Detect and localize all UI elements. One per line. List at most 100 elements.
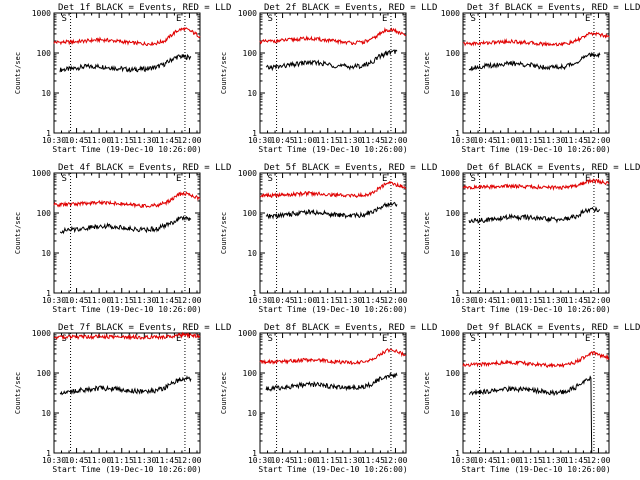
y-tick-label: 1000 <box>32 329 51 338</box>
x-tick-label: 11:45 <box>155 456 179 465</box>
x-tick-label: 10:45 <box>474 296 498 305</box>
panel-title: Det 1f BLACK = Events, RED = LLD <box>58 3 231 13</box>
x-axis-label: Start Time (19-Dec-10 10:26:00) <box>258 145 407 154</box>
plot-frame <box>53 12 201 134</box>
detector-panel: Det 7f BLACK = Events, RED = LLD 1 10 100 10… <box>14 323 231 474</box>
x-tick-label: 10:30 <box>451 136 475 145</box>
y-tick-label: 1 <box>252 129 257 138</box>
y-tick-label: 1 <box>46 449 51 458</box>
y-axis-label: Counts/sec <box>423 372 431 414</box>
x-tick-label: 12:00 <box>177 136 201 145</box>
x-tick-label: 12:00 <box>586 296 610 305</box>
x-tick-label: 11:45 <box>361 456 385 465</box>
events-series-line <box>59 375 192 396</box>
x-tick-label: 11:15 <box>519 136 543 145</box>
marker-label: S <box>268 174 273 184</box>
y-axis-label: Counts/sec <box>220 212 228 254</box>
panel-title: Det 2f BLACK = Events, RED = LLD <box>264 3 437 13</box>
lld-series-line <box>53 26 201 46</box>
y-tick-label: 100 <box>243 209 258 218</box>
events-series-line <box>468 51 601 72</box>
y-axis-label: Counts/sec <box>423 52 431 94</box>
y-tick-label: 100 <box>37 369 52 378</box>
y-axis-label: Counts/sec <box>220 372 228 414</box>
marker-label: E <box>585 174 590 184</box>
marker-label: E <box>585 334 590 344</box>
plot-frame <box>53 172 201 294</box>
x-tick-label: 11:00 <box>496 136 520 145</box>
x-tick-label: 11:30 <box>132 136 156 145</box>
y-tick-label: 1000 <box>238 329 257 338</box>
y-tick-label: 1000 <box>238 169 257 178</box>
marker-label: E <box>176 14 181 24</box>
y-tick-label: 1 <box>455 449 460 458</box>
plot-frame <box>462 332 610 454</box>
x-tick-label: 10:45 <box>271 136 295 145</box>
y-tick-label: 1 <box>252 289 257 298</box>
y-tick-label: 10 <box>450 409 460 418</box>
events-series-line <box>468 375 594 454</box>
x-tick-label: 10:45 <box>474 136 498 145</box>
x-tick-label: 11:45 <box>361 296 385 305</box>
x-tick-label: 11:00 <box>87 456 111 465</box>
x-axis-label: Start Time (19-Dec-10 10:26:00) <box>461 465 610 474</box>
marker-label: S <box>471 174 476 184</box>
x-tick-label: 11:15 <box>110 136 134 145</box>
x-tick-label: 11:30 <box>338 136 362 145</box>
y-tick-label: 100 <box>243 49 258 58</box>
x-tick-label: 12:00 <box>177 296 201 305</box>
x-axis-label: Start Time (19-Dec-10 10:26:00) <box>52 145 201 154</box>
x-tick-label: 11:45 <box>155 296 179 305</box>
x-tick-label: 11:30 <box>541 296 565 305</box>
detector-panel: Det 4f BLACK = Events, RED = LLD 1 10 100 10… <box>14 163 231 314</box>
x-tick-label: 11:30 <box>132 296 156 305</box>
x-tick-label: 10:30 <box>42 456 66 465</box>
lld-series-line <box>259 180 407 199</box>
lld-series-line <box>53 331 201 341</box>
x-tick-label: 11:00 <box>496 296 520 305</box>
x-tick-label: 11:15 <box>316 456 340 465</box>
x-tick-label: 10:45 <box>271 296 295 305</box>
x-axis-label: Start Time (19-Dec-10 10:26:00) <box>52 465 201 474</box>
y-axis-label: Counts/sec <box>14 52 22 94</box>
x-tick-label: 10:30 <box>451 456 475 465</box>
x-tick-label: 10:45 <box>474 456 498 465</box>
plot-frame <box>462 12 610 134</box>
plot-frame <box>259 12 407 134</box>
lld-series-line <box>53 191 201 209</box>
y-tick-label: 10 <box>41 89 51 98</box>
x-tick-label: 12:00 <box>383 456 407 465</box>
y-tick-label: 1000 <box>441 329 460 338</box>
detector-panel: Det 2f BLACK = Events, RED = LLD 1 10 100 10… <box>220 3 437 154</box>
y-tick-label: 1000 <box>441 169 460 178</box>
x-axis-label: Start Time (19-Dec-10 10:26:00) <box>461 145 610 154</box>
x-tick-label: 11:00 <box>293 296 317 305</box>
plot-frame <box>462 172 610 294</box>
y-tick-label: 10 <box>247 249 257 258</box>
x-tick-label: 12:00 <box>383 296 407 305</box>
x-tick-label: 10:45 <box>65 136 89 145</box>
marker-label: E <box>382 174 387 184</box>
events-series-line <box>265 372 398 392</box>
x-tick-label: 11:30 <box>338 296 362 305</box>
x-tick-label: 12:00 <box>177 456 201 465</box>
y-tick-label: 1 <box>46 129 51 138</box>
plot-frame <box>53 332 201 454</box>
panel-title: Det 5f BLACK = Events, RED = LLD <box>264 163 437 173</box>
x-tick-label: 12:00 <box>586 136 610 145</box>
y-tick-label: 100 <box>446 209 461 218</box>
y-axis-label: Counts/sec <box>14 212 22 254</box>
lld-series-line <box>259 27 407 46</box>
marker-label: S <box>471 334 476 344</box>
events-series-line <box>468 206 601 224</box>
marker-label: E <box>585 14 590 24</box>
lld-series-line <box>462 351 610 368</box>
detector-panel: Det 9f BLACK = Events, RED = LLD 1 10 100 10… <box>423 323 640 474</box>
x-tick-label: 11:45 <box>564 456 588 465</box>
x-tick-label: 12:00 <box>383 136 407 145</box>
y-tick-label: 1 <box>455 289 460 298</box>
x-tick-label: 12:00 <box>586 456 610 465</box>
x-tick-label: 11:30 <box>541 456 565 465</box>
y-tick-label: 100 <box>446 49 461 58</box>
